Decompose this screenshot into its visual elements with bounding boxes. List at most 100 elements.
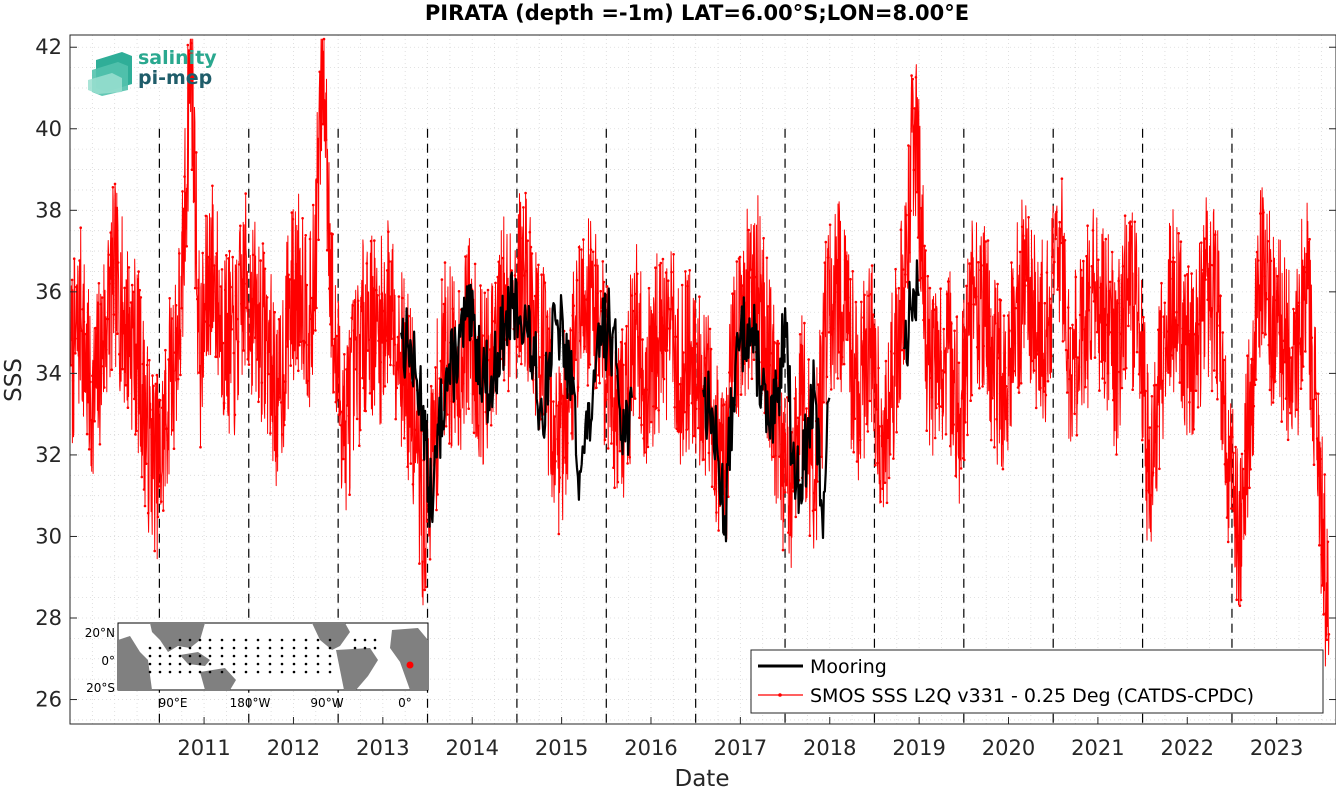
- smos-point: [1138, 350, 1142, 354]
- smos-point: [311, 203, 315, 207]
- smos-point: [1161, 379, 1164, 383]
- smos-point: [174, 304, 178, 307]
- inset-mooring-dot: [316, 646, 320, 650]
- inset-mooring-dot: [178, 654, 182, 658]
- smos-point: [1217, 304, 1220, 308]
- smos-point: [212, 290, 215, 294]
- smos-point: [400, 296, 404, 300]
- smos-point: [1086, 224, 1089, 227]
- smos-point: [781, 548, 785, 552]
- smos-point: [118, 353, 121, 356]
- smos-point: [190, 168, 194, 171]
- smos-point: [1275, 298, 1278, 302]
- smos-point: [597, 373, 600, 377]
- smos-point: [200, 351, 203, 355]
- smos-point: [125, 339, 129, 342]
- indonesia-land: [180, 652, 210, 666]
- smos-point: [877, 366, 880, 370]
- smos-point: [982, 344, 985, 348]
- smos-point: [364, 409, 368, 413]
- smos-point: [1020, 225, 1024, 229]
- inset-mooring-dot: [328, 662, 332, 666]
- smos-point: [637, 335, 640, 339]
- smos-point: [1233, 485, 1236, 489]
- smos-point: [228, 249, 231, 253]
- smos-point: [775, 342, 778, 345]
- smos-point: [176, 377, 180, 381]
- smos-point: [202, 329, 205, 333]
- smos-point: [922, 318, 925, 322]
- inset-mooring-dot: [256, 646, 260, 650]
- smos-point: [1072, 356, 1075, 359]
- smos-point: [116, 261, 120, 264]
- smos-point: [1049, 354, 1053, 358]
- smos-point: [111, 186, 115, 189]
- smos-point: [883, 481, 887, 485]
- smos-point: [821, 331, 824, 335]
- smos-point: [642, 437, 645, 440]
- smos-point: [729, 373, 732, 377]
- smos-point: [243, 282, 246, 286]
- smos-point: [1078, 313, 1082, 317]
- smos-point: [619, 340, 623, 344]
- smos-point: [1058, 220, 1061, 224]
- smos-point: [875, 408, 878, 411]
- smos-point: [969, 399, 972, 403]
- smos-point: [336, 362, 340, 365]
- smos-point: [307, 343, 311, 347]
- smos-point: [767, 352, 771, 356]
- smos-point: [677, 400, 681, 403]
- smos-point: [987, 315, 991, 318]
- inset-mooring-dot: [158, 670, 162, 674]
- smos-point: [268, 350, 271, 354]
- smos-point: [1146, 469, 1149, 473]
- smos-point: [315, 306, 318, 310]
- smos-point: [765, 256, 769, 260]
- smos-point: [709, 347, 713, 351]
- smos-point: [856, 435, 860, 439]
- smos-point: [436, 493, 439, 496]
- smos-point: [1034, 406, 1038, 410]
- inset-mooring-dot: [280, 662, 284, 666]
- smos-point: [134, 433, 137, 436]
- smos-point: [988, 346, 992, 350]
- smos-point: [630, 294, 634, 297]
- smos-point: [700, 420, 703, 423]
- smos-point: [462, 382, 465, 385]
- smos-point: [906, 280, 909, 284]
- smos-point: [343, 353, 346, 356]
- smos-point: [1208, 278, 1212, 281]
- smos-point: [520, 362, 523, 366]
- smos-point: [1276, 274, 1279, 278]
- smos-point: [710, 485, 714, 489]
- smos-point: [172, 447, 176, 451]
- smos-point: [1120, 386, 1124, 390]
- smos-point: [181, 190, 184, 193]
- inset-mooring-dot: [208, 670, 212, 674]
- smos-point: [928, 286, 932, 290]
- smos-point: [659, 261, 663, 265]
- inset-mooring-dot: [268, 662, 272, 666]
- smos-point: [866, 430, 870, 433]
- smos-point: [616, 480, 620, 484]
- smos-point: [784, 483, 788, 487]
- smos-point: [1249, 468, 1252, 471]
- smos-point: [1103, 381, 1107, 385]
- smos-point: [1310, 336, 1314, 340]
- smos-point: [889, 350, 893, 353]
- smos-point: [811, 509, 815, 513]
- smos-point: [612, 466, 615, 470]
- smos-point: [254, 315, 258, 318]
- smos-point: [242, 349, 245, 352]
- smos-point: [1169, 354, 1173, 357]
- inset-mooring-dot: [280, 670, 284, 674]
- smos-point: [207, 281, 211, 285]
- smos-point: [986, 239, 990, 242]
- smos-point: [596, 291, 599, 295]
- smos-point: [614, 429, 617, 432]
- smos-point: [793, 397, 797, 400]
- smos-point: [1259, 212, 1262, 215]
- smos-point: [1213, 233, 1217, 237]
- smos-point: [1260, 270, 1263, 273]
- smos-point: [1194, 389, 1198, 393]
